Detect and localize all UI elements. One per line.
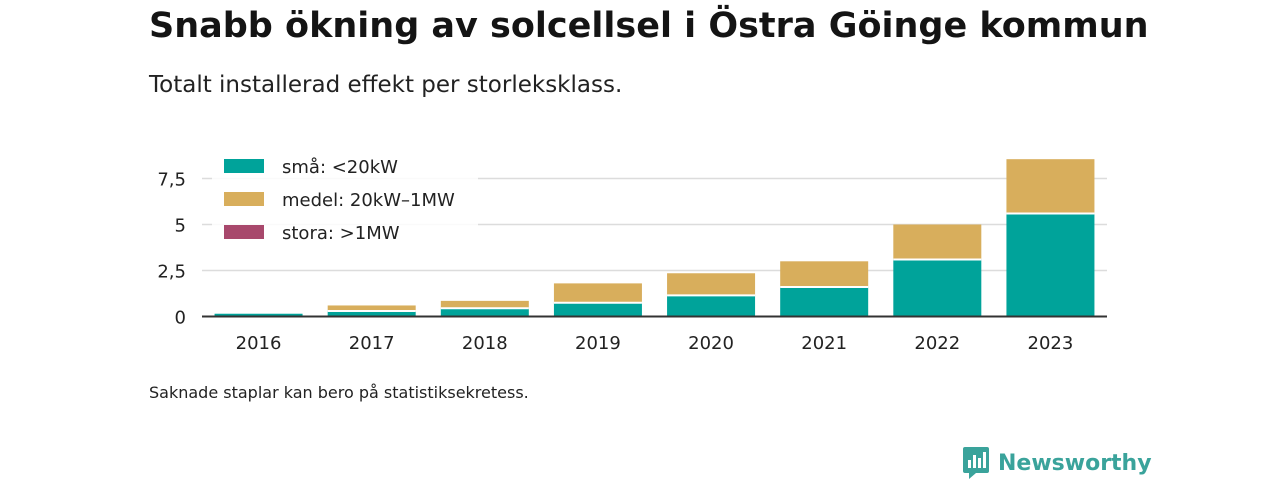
bar-segment xyxy=(1006,159,1095,214)
bar-segment xyxy=(780,261,869,288)
y-tick-label: 2,5 xyxy=(157,262,186,283)
bar-segment xyxy=(440,308,529,317)
bar-segment xyxy=(1006,213,1095,317)
y-tick-label: 7,5 xyxy=(157,170,186,191)
x-tick-label: 2019 xyxy=(575,333,621,354)
brand-name: Newsworthy xyxy=(998,450,1152,476)
bar-segment xyxy=(780,287,869,317)
bar-segment xyxy=(553,302,642,317)
chart-subtitle: Totalt installerad effekt per storlekskl… xyxy=(149,72,623,98)
x-tick-label: 2016 xyxy=(236,333,282,354)
legend-swatch xyxy=(224,192,264,206)
x-tick-label: 2020 xyxy=(688,333,734,354)
bar-segment xyxy=(893,224,982,260)
legend-swatch xyxy=(224,225,264,239)
x-tick-label: 2023 xyxy=(1028,333,1074,354)
brand-logo: Newsworthy xyxy=(962,446,1152,480)
footnote: Saknade staplar kan bero på statistiksek… xyxy=(149,383,529,402)
chart-title: Snabb ökning av solcellsel i Östra Göing… xyxy=(149,6,1149,46)
bar-segment xyxy=(667,295,756,317)
legend-swatch xyxy=(224,159,264,173)
y-tick-label: 5 xyxy=(175,216,186,237)
y-tick-label: 0 xyxy=(175,308,186,329)
legend-label: stora: >1MW xyxy=(282,223,400,244)
legend-label: små: <20kW xyxy=(282,157,398,178)
x-tick-label: 2021 xyxy=(801,333,847,354)
bar-segment xyxy=(553,283,642,303)
bar-segment xyxy=(214,313,303,317)
x-tick-label: 2018 xyxy=(462,333,508,354)
bar-segment xyxy=(327,310,416,317)
newsworthy-logo-icon xyxy=(963,447,989,479)
bar-segment xyxy=(327,305,416,311)
legend-label: medel: 20kW–1MW xyxy=(282,190,455,211)
bar-segment xyxy=(440,300,529,309)
x-tick-label: 2022 xyxy=(914,333,960,354)
stacked-bar-chart: 0 2,5 5 7,5 2016 2017 2018 2019 2020 2021 2022 2023… xyxy=(157,157,1107,354)
bar-segment xyxy=(893,259,982,317)
x-tick-label: 2017 xyxy=(349,333,395,354)
bar-segment xyxy=(667,273,756,296)
